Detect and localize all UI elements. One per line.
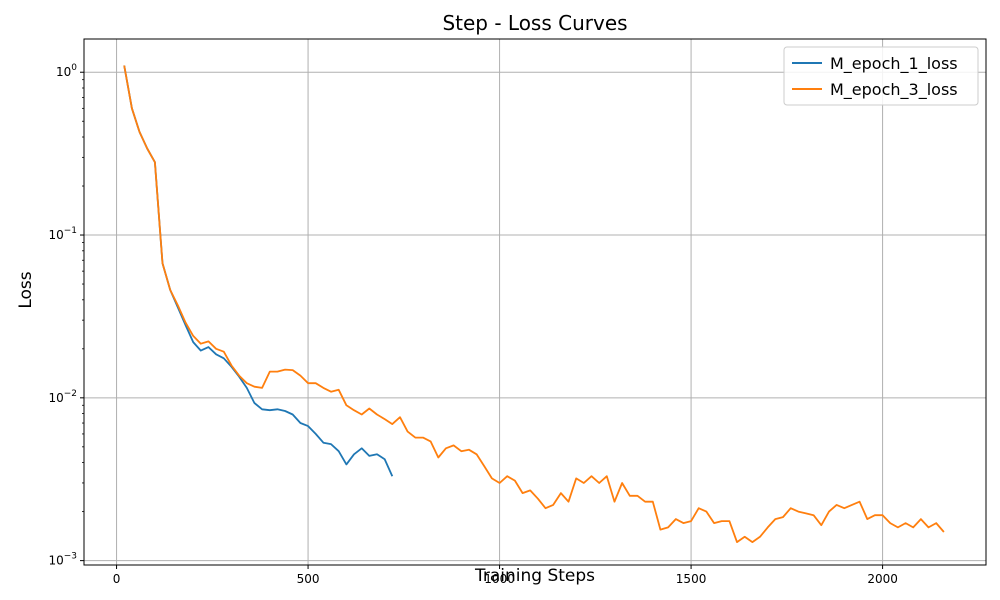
legend-box bbox=[783, 46, 979, 106]
legend: M_epoch_1_loss M_epoch_3_loss bbox=[783, 46, 979, 106]
series-lines bbox=[123, 65, 945, 543]
x-tick-label: 1000 bbox=[484, 572, 515, 586]
x-axis-label: Training Steps bbox=[474, 566, 595, 586]
x-tick-label: 0 bbox=[113, 572, 121, 586]
legend-label: M_epoch_3_loss bbox=[830, 80, 958, 100]
x-tick-label: 500 bbox=[297, 572, 320, 586]
x-tick-label: 2000 bbox=[867, 572, 898, 586]
legend-label: M_epoch_1_loss bbox=[830, 54, 958, 74]
chart-title: Step - Loss Curves bbox=[442, 11, 627, 35]
plot-frame bbox=[83, 38, 987, 566]
y-axis-label: Loss bbox=[16, 271, 36, 308]
series-line-M_epoch_3_loss bbox=[123, 65, 945, 543]
x-tick-label: 1500 bbox=[676, 572, 707, 586]
